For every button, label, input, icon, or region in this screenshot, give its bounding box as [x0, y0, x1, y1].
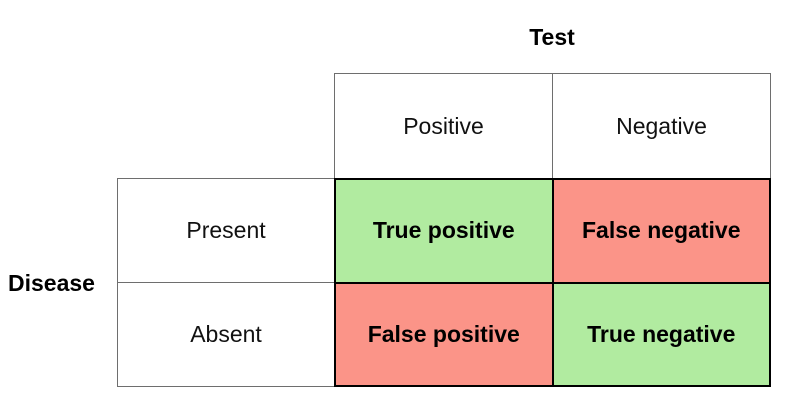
column-header-negative: Negative: [552, 74, 770, 178]
column-header-positive: Positive: [403, 112, 484, 139]
row-header-table: Present Absent: [117, 178, 335, 387]
cell-true-negative: True negative: [552, 282, 769, 385]
cell-true-positive: True positive: [336, 180, 553, 283]
column-header-table: Positive Negative: [334, 73, 771, 179]
row-header-absent: Absent: [118, 282, 334, 386]
row-axis-label: Disease: [8, 270, 95, 296]
row-header-present: Present: [186, 217, 266, 243]
column-axis-label: Test: [529, 24, 575, 50]
cell-false-negative: False negative: [552, 180, 769, 283]
cell-false-positive: False positive: [336, 282, 553, 385]
result-quadrant-grid: True positive False negative False posit…: [334, 178, 771, 387]
